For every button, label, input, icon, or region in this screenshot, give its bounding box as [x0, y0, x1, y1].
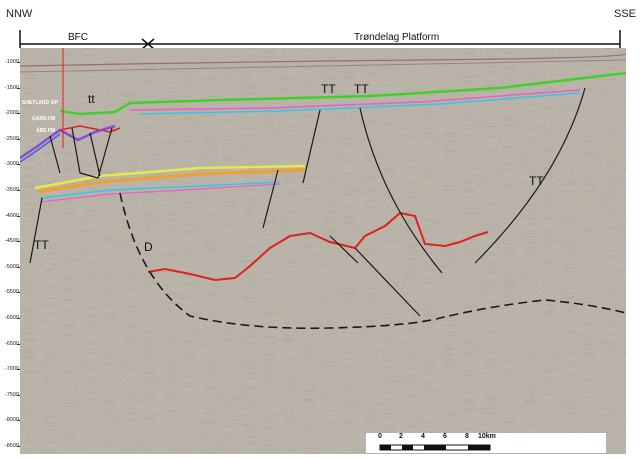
- depth-tick: [17, 394, 20, 396]
- horizon-cyan: [139, 92, 581, 115]
- label-d: D: [144, 240, 153, 254]
- label-garn: GARN FM: [32, 116, 56, 122]
- depth-tick: [17, 87, 20, 89]
- detachment-d: [119, 192, 627, 330]
- direction-sse: SSE: [613, 8, 636, 20]
- depth-tick: [17, 446, 20, 447]
- scale-8: 8: [465, 433, 469, 440]
- depth-tick: [17, 138, 20, 140]
- fault-tt-mid: [302, 109, 321, 184]
- depth-tick-label: -8000: [4, 417, 19, 424]
- depth-tick: [17, 266, 20, 268]
- depth-tick-label: -4500: [4, 238, 19, 245]
- label-are: ÅRE FM: [36, 128, 56, 134]
- label-tt-1: TT: [321, 82, 336, 96]
- depth-tick: [17, 292, 20, 294]
- depth-tick-label: -4000: [4, 212, 19, 219]
- depth-tick: [17, 215, 20, 217]
- depth-tick: [17, 113, 20, 115]
- depth-tick: [17, 241, 20, 243]
- label-tt-4: TT: [34, 238, 49, 252]
- depth-tick-label: -6500: [4, 340, 19, 347]
- horizon-yellow: [34, 164, 306, 190]
- depth-tick-label: -7000: [4, 366, 19, 373]
- depth-tick: [17, 420, 20, 422]
- direction-nnw: NNW: [6, 8, 33, 20]
- region-bfc: BFC: [68, 32, 88, 43]
- label-shetland: SHETLAND GP: [22, 100, 58, 106]
- label-tt-upper: tt: [88, 92, 95, 106]
- scale-4: 4: [421, 433, 425, 440]
- scale-2: 2: [399, 433, 403, 440]
- depth-tick-label: -1500: [4, 84, 19, 91]
- label-tt-2: TT: [354, 82, 369, 96]
- fault-tt-right: [474, 87, 586, 264]
- region-bar: BFC Trøndelag Platform: [19, 30, 621, 50]
- depth-tick-label: -3500: [4, 187, 19, 193]
- depth-tick-label: -1000: [4, 59, 19, 65]
- depth-tick-label: -8500: [4, 443, 19, 449]
- depth-tick: [17, 62, 20, 63]
- scale-bar: 0 2 4 6 8 10km: [366, 433, 606, 453]
- depth-tick-label: -3000: [4, 161, 19, 168]
- depth-tick-label: -2000: [4, 110, 19, 117]
- horizon-purple: [19, 124, 116, 160]
- horizon-red: [147, 211, 489, 282]
- depth-tick: [17, 190, 20, 191]
- fault-tt-left: [29, 197, 43, 264]
- label-tt-3: TT: [529, 174, 544, 188]
- depth-tick-label: -2500: [4, 135, 19, 142]
- seismic-section: SHETLAND GP GARN FM ÅRE FM tt TT TT TT T…: [19, 48, 627, 454]
- depth-tick: [17, 343, 20, 345]
- boundary-marker-icon: [141, 38, 155, 50]
- fault-tt-listric: [359, 107, 443, 274]
- horizon-orange: [37, 168, 306, 194]
- depth-tick-label: -5000: [4, 263, 19, 270]
- scale-10km: 10km: [478, 433, 496, 440]
- depth-tick: [17, 318, 20, 319]
- horizon-green: [59, 71, 627, 116]
- scale-6: 6: [443, 433, 447, 440]
- region-trondelag: Trøndelag Platform: [354, 32, 439, 43]
- depth-tick-label: -7500: [4, 391, 19, 398]
- depth-tick-label: -5500: [4, 289, 19, 296]
- depth-tick-label: -6000: [4, 315, 19, 321]
- depth-tick: [17, 369, 20, 371]
- scale-0: 0: [378, 433, 382, 440]
- horizon-pink: [129, 89, 581, 111]
- depth-tick: [17, 164, 20, 166]
